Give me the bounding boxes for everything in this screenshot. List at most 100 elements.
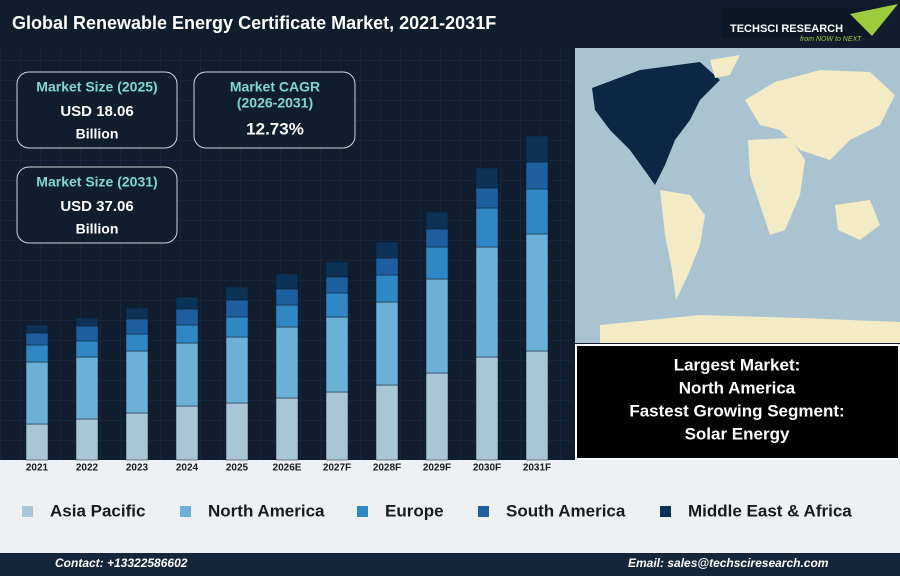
- bar-segment: [275, 326, 299, 399]
- world-map: [575, 48, 900, 343]
- bar-segment: [325, 276, 349, 294]
- x-tick-label: 2021: [26, 463, 49, 474]
- stat-value: USD 37.06: [60, 198, 133, 215]
- legend-label: Europe: [385, 501, 444, 520]
- bar-segment: [275, 273, 299, 290]
- bar-segment: [425, 246, 449, 280]
- highlight-line: Largest Market:: [674, 355, 801, 374]
- x-tick-label: 2026E: [273, 463, 302, 474]
- bar-segment: [375, 241, 399, 259]
- x-tick-label: 2029F: [423, 463, 451, 474]
- stat-value: 12.73%: [246, 119, 304, 138]
- antarctica: [600, 315, 900, 343]
- stat-box: [16, 166, 178, 244]
- highlight-line: Solar Energy: [685, 424, 790, 443]
- highlight-line: Fastest Growing Segment:: [629, 401, 844, 420]
- bar-segment: [275, 304, 299, 328]
- bar-segment: [225, 299, 249, 318]
- legend-swatch: [478, 506, 489, 517]
- bar-segment: [525, 350, 549, 461]
- stat-boxes: Market Size (2025) USD 18.06 Billion Mar…: [16, 71, 356, 244]
- bar-segment: [225, 336, 249, 404]
- bar-segment: [75, 356, 99, 420]
- bar-segment: [475, 207, 499, 248]
- legend-swatch: [660, 506, 671, 517]
- bar-segment: [525, 233, 549, 352]
- bar-segment: [225, 316, 249, 338]
- brand: TECHSCI RESEARCH: [730, 23, 843, 35]
- bar-segment: [125, 318, 149, 335]
- bar-segment: [175, 405, 199, 461]
- legend-swatch: [357, 506, 368, 517]
- bar-segment: [475, 356, 499, 461]
- legend-label: Middle East & Africa: [688, 501, 852, 520]
- bar-segment: [325, 391, 349, 461]
- bar-segment: [525, 135, 549, 163]
- bar-segment: [325, 292, 349, 318]
- stat-label: Market CAGR: [230, 79, 320, 95]
- bar-segment: [25, 324, 49, 334]
- legend-swatch: [22, 506, 33, 517]
- greenland: [710, 55, 740, 78]
- footer-bar: [0, 553, 900, 576]
- bar-segment: [275, 397, 299, 461]
- bar-segment: [25, 344, 49, 363]
- x-tick-label: 2023: [126, 463, 149, 474]
- north-america: [592, 62, 720, 185]
- legend-swatch: [180, 506, 191, 517]
- bar-segment: [75, 418, 99, 461]
- bar-segment: [75, 340, 99, 358]
- bar-segment: [525, 188, 549, 235]
- stat-box: [16, 71, 178, 149]
- bar-segment: [175, 342, 199, 407]
- bar-segment: [425, 372, 449, 461]
- x-tick-label: 2025: [226, 463, 249, 474]
- contact: Contact: +13322586602: [55, 556, 188, 570]
- x-tick-label: 2027F: [323, 463, 351, 474]
- x-tick-label: 2024: [176, 463, 199, 474]
- bar-segment: [425, 211, 449, 230]
- bar-segment: [425, 278, 449, 374]
- bar-segment: [25, 361, 49, 425]
- bar-segment: [125, 307, 149, 320]
- bar-segment: [175, 296, 199, 310]
- email: Email: sales@techsciresearch.com: [628, 556, 829, 570]
- bar-segment: [225, 286, 249, 301]
- stat-unit: Billion: [76, 221, 119, 237]
- x-tick-label: 2031F: [523, 463, 551, 474]
- africa: [748, 138, 805, 235]
- bar-segment: [475, 187, 499, 209]
- bar-segment: [375, 274, 399, 303]
- bar-segment: [125, 412, 149, 461]
- stat-label: Market Size (2031): [36, 174, 157, 190]
- bar-segment: [25, 423, 49, 461]
- highlight-line: North America: [679, 378, 796, 397]
- x-tick-label: 2030F: [473, 463, 501, 474]
- south-america: [660, 190, 705, 300]
- tagline: from NOW to NEXT: [800, 36, 862, 43]
- bar-segment: [175, 308, 199, 326]
- bar-segment: [75, 325, 99, 342]
- bar-segment: [25, 332, 49, 346]
- bar-segment: [375, 384, 399, 461]
- highlights-box: [575, 344, 900, 460]
- bar-segment: [275, 288, 299, 306]
- legend-label: North America: [208, 501, 325, 520]
- bar-segment: [425, 228, 449, 248]
- stat-label: Market Size (2025): [36, 79, 157, 95]
- x-tick-label: 2028F: [373, 463, 401, 474]
- x-tick-label: 2022: [76, 463, 99, 474]
- highlights: Largest Market: North America Fastest Gr…: [629, 355, 844, 443]
- bar-segment: [175, 324, 199, 344]
- bar-segment: [475, 246, 499, 358]
- legend-label: Asia Pacific: [50, 501, 145, 520]
- title: Global Renewable Energy Certificate Mark…: [12, 13, 496, 33]
- stat-sublabel: (2026-2031): [237, 95, 313, 111]
- legend-panel: [0, 460, 900, 553]
- bar-segment: [125, 333, 149, 352]
- eurasia: [745, 70, 895, 160]
- bar-segment: [375, 257, 399, 276]
- stat-value: USD 18.06: [60, 103, 133, 120]
- bar-segment: [225, 402, 249, 461]
